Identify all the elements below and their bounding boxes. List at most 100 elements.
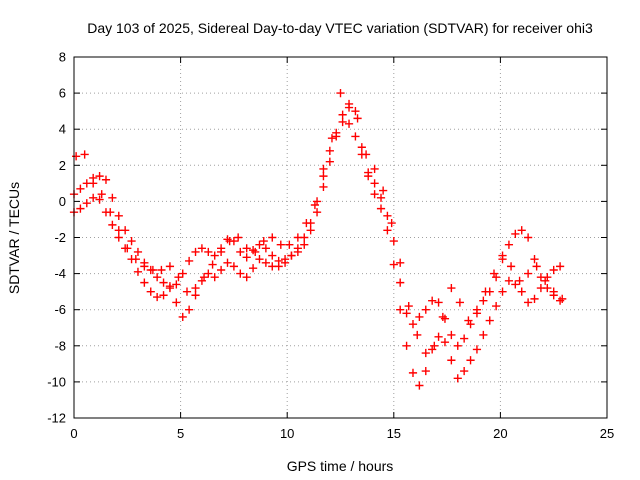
x-tick-label: 10: [280, 426, 294, 441]
data-point: [428, 296, 437, 305]
y-tick-label: -8: [54, 338, 66, 353]
data-point: [121, 226, 130, 235]
data-point: [517, 287, 526, 296]
data-point: [453, 341, 462, 350]
data-point: [396, 305, 405, 314]
data-point: [319, 182, 328, 192]
data-point: [489, 269, 499, 278]
data-point: [319, 172, 328, 181]
data-point: [106, 208, 115, 217]
data-point: [310, 200, 320, 210]
data-point: [453, 374, 462, 383]
y-axis-label: SDTVAR / TECUs: [6, 182, 22, 294]
data-point: [261, 258, 270, 267]
data-point: [191, 283, 200, 293]
data-point: [549, 265, 558, 275]
data-point: [123, 244, 132, 253]
data-point: [185, 305, 194, 314]
data-point: [223, 258, 232, 267]
data-point: [182, 287, 192, 296]
data-point: [217, 247, 226, 257]
data-point: [464, 316, 473, 325]
data-point: [95, 172, 104, 181]
data-point: [95, 195, 104, 204]
chart-title: Day 103 of 2025, Sidereal Day-to-day VTE…: [87, 20, 593, 36]
data-point: [541, 276, 550, 285]
y-tick-label: 4: [59, 122, 66, 137]
data-point: [306, 226, 315, 235]
data-point: [325, 146, 334, 155]
data-point: [415, 381, 424, 390]
data-point: [357, 143, 366, 152]
data-point: [498, 287, 507, 296]
data-point: [101, 175, 111, 184]
data-point: [255, 255, 264, 264]
data-point: [498, 251, 507, 260]
data-point: [447, 356, 456, 365]
data-point: [133, 247, 143, 257]
data-point: [389, 237, 398, 246]
data-point: [204, 247, 213, 257]
data-point: [140, 278, 149, 287]
data-point: [485, 316, 494, 325]
data-point: [460, 334, 469, 343]
data-point: [114, 226, 123, 235]
data-point: [376, 193, 386, 202]
data-point: [131, 255, 140, 264]
data-point: [536, 283, 546, 293]
data-point: [466, 356, 475, 365]
data-point: [159, 278, 168, 287]
data-point: [511, 280, 520, 289]
data-point: [146, 287, 155, 296]
data-point: [344, 103, 354, 112]
data-point: [555, 262, 565, 271]
y-tick-label: 2: [59, 158, 66, 173]
data-point: [408, 320, 418, 329]
data-point: [396, 258, 405, 267]
axis-layer: 0 5 10 15 20 25 -12 -10 -8 -6 -4 -2 0 2 4 6 8: [47, 50, 614, 442]
data-point: [159, 291, 168, 300]
y-tick-label: 0: [59, 194, 66, 209]
series-track-b: [69, 117, 565, 390]
y-tick-label: -2: [54, 230, 66, 245]
data-point: [172, 280, 181, 289]
data-point: [210, 251, 219, 260]
data-point: [421, 348, 430, 358]
data-point: [338, 117, 347, 127]
data-point: [524, 298, 533, 307]
data-point: [481, 287, 490, 296]
data-point: [236, 247, 245, 257]
data-point: [558, 294, 567, 303]
x-tick-label: 5: [177, 426, 184, 441]
data-point: [157, 265, 166, 275]
data-point: [421, 305, 430, 314]
data-point: [402, 341, 411, 350]
data-point: [293, 244, 302, 253]
data-point: [336, 89, 345, 98]
data-point: [447, 330, 456, 340]
data-point: [89, 193, 98, 202]
data-point: [536, 273, 546, 282]
data-point: [208, 260, 217, 269]
data-point: [361, 150, 371, 159]
data-point: [421, 366, 430, 376]
y-tick-label: -6: [54, 302, 66, 317]
data-point: [387, 218, 396, 228]
data-point: [353, 114, 362, 123]
data-point: [89, 179, 98, 188]
y-tick-label: -4: [54, 266, 66, 281]
data-point: [172, 298, 181, 307]
data-point: [274, 262, 283, 271]
data-point: [261, 244, 270, 253]
data-point: [447, 283, 456, 293]
data-point: [472, 309, 482, 318]
data-point: [479, 330, 488, 340]
x-tick-label: 15: [387, 426, 401, 441]
data-point: [302, 218, 311, 228]
data-point: [242, 244, 251, 253]
data-point: [178, 269, 187, 278]
data-point: [148, 265, 157, 275]
data-point: [517, 226, 526, 235]
data-point: [276, 240, 285, 249]
data-point: [479, 296, 488, 305]
